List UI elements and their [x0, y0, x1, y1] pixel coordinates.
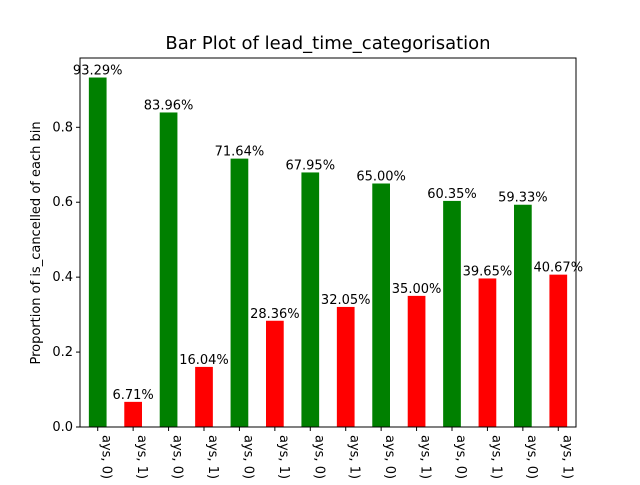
x-tick-label: ays, 1)	[347, 435, 362, 479]
chart-title: Bar Plot of lead_time_categorisation	[165, 33, 490, 54]
x-tick-label: ays, 0)	[240, 435, 255, 479]
bar-value-label: 93.29%	[73, 64, 123, 79]
bar-value-label: 32.05%	[321, 293, 371, 308]
bar	[478, 278, 497, 427]
y-axis: 0.0 0.2 0.4 0.6 0.8	[52, 120, 80, 435]
bar	[372, 183, 390, 427]
bar	[549, 274, 568, 427]
bar	[159, 112, 178, 428]
y-tick-label: 0.6	[52, 195, 73, 210]
x-tick-label: ays, 1)	[488, 435, 503, 479]
x-tick-label: ays, 0)	[170, 435, 185, 479]
x-tick-label: ays, 0)	[524, 435, 539, 479]
bar-value-label: 6.71%	[112, 388, 153, 403]
bar-value-label: 28.36%	[250, 307, 300, 322]
x-tick-label: ays, 1)	[205, 435, 220, 479]
x-tick-label: ays, 0)	[453, 435, 468, 479]
bar	[88, 77, 107, 427]
bar-value-label: 60.35%	[427, 187, 477, 202]
bar	[266, 320, 284, 427]
bars-group	[88, 77, 568, 428]
bar-value-label: 59.33%	[498, 191, 548, 206]
x-tick-label: ays, 1)	[134, 435, 149, 479]
bar	[336, 306, 355, 427]
bar	[301, 172, 320, 427]
x-tick-label: ays, 1)	[559, 435, 574, 479]
x-axis: ays, 0) ays, 1) ays, 0) ays, 1) ays, 0) ays, …	[97, 427, 574, 479]
x-tick-label: ays, 0)	[99, 435, 114, 479]
bar-value-label: 16.04%	[179, 353, 229, 368]
y-axis-label: Proportion of is_cancelled of each bin	[29, 121, 44, 364]
bar	[124, 401, 142, 427]
bar	[195, 366, 213, 427]
x-tick-label: ays, 0)	[382, 435, 397, 479]
data-labels-group: 93.29% 6.71% 83.96% 16.04% 71.64% 28.36% 67.95…	[73, 64, 583, 403]
bar-value-label: 35.00%	[392, 282, 442, 297]
bar	[443, 200, 461, 427]
bar-value-label: 67.95%	[285, 158, 335, 173]
x-tick-label: ays, 0)	[311, 435, 326, 479]
y-tick-label: 0.2	[52, 345, 73, 360]
bar	[514, 204, 532, 427]
bar-value-label: 65.00%	[356, 169, 406, 184]
y-tick-label: 0.8	[52, 120, 73, 135]
x-tick-label: ays, 1)	[276, 435, 291, 479]
y-tick-label: 0.0	[52, 420, 73, 435]
x-tick-label: ays, 1)	[418, 435, 433, 479]
bar-value-label: 83.96%	[144, 98, 194, 113]
bar	[407, 295, 426, 427]
bar	[230, 158, 249, 427]
bar-value-label: 71.64%	[215, 145, 265, 160]
bar-value-label: 40.67%	[533, 261, 583, 276]
bar-value-label: 39.65%	[463, 264, 513, 279]
y-tick-label: 0.4	[52, 270, 73, 285]
plot-frame	[79, 57, 577, 428]
